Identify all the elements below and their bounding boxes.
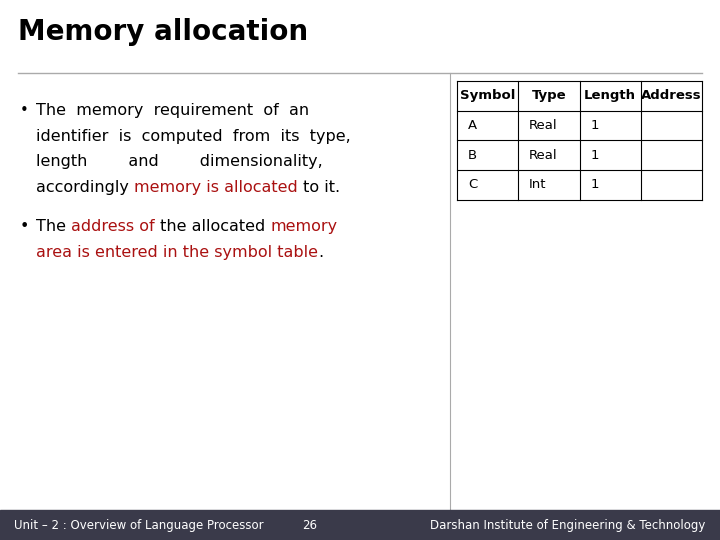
Text: .: . [318,245,323,260]
Text: Real: Real [529,148,558,162]
Text: A: A [468,119,477,132]
Text: Type: Type [531,89,567,103]
Text: area is entered in the symbol table: area is entered in the symbol table [36,245,318,260]
Text: Memory allocation: Memory allocation [18,18,308,46]
Text: 26: 26 [302,518,317,532]
Text: Int: Int [529,178,546,192]
Text: memory is allocated: memory is allocated [134,180,298,195]
Text: 1: 1 [590,178,599,192]
Text: •: • [19,103,28,118]
Text: B: B [468,148,477,162]
Text: The: The [36,219,71,234]
Text: accordingly: accordingly [36,180,134,195]
Text: the allocated: the allocated [155,219,270,234]
Text: Length: Length [584,89,636,103]
Text: length        and        dimensionality,: length and dimensionality, [36,154,323,170]
Text: address of: address of [71,219,155,234]
Text: 1: 1 [590,119,599,132]
Text: •: • [19,219,29,234]
Text: Address: Address [641,89,702,103]
Text: to it.: to it. [298,180,340,195]
Text: identifier  is  computed  from  its  type,: identifier is computed from its type, [36,129,351,144]
Bar [0,510,720,540]
Text: Unit – 2 : Overview of Language Processor: Unit – 2 : Overview of Language Processo… [14,518,264,532]
Text: Darshan Institute of Engineering & Technology: Darshan Institute of Engineering & Techn… [431,518,706,532]
Text: The  memory  requirement  of  an: The memory requirement of an [36,103,309,118]
Text: Symbol: Symbol [460,89,516,103]
Text: 1: 1 [590,148,599,162]
Text: memory: memory [270,219,337,234]
Text: Real: Real [529,119,558,132]
Text: C: C [468,178,477,192]
